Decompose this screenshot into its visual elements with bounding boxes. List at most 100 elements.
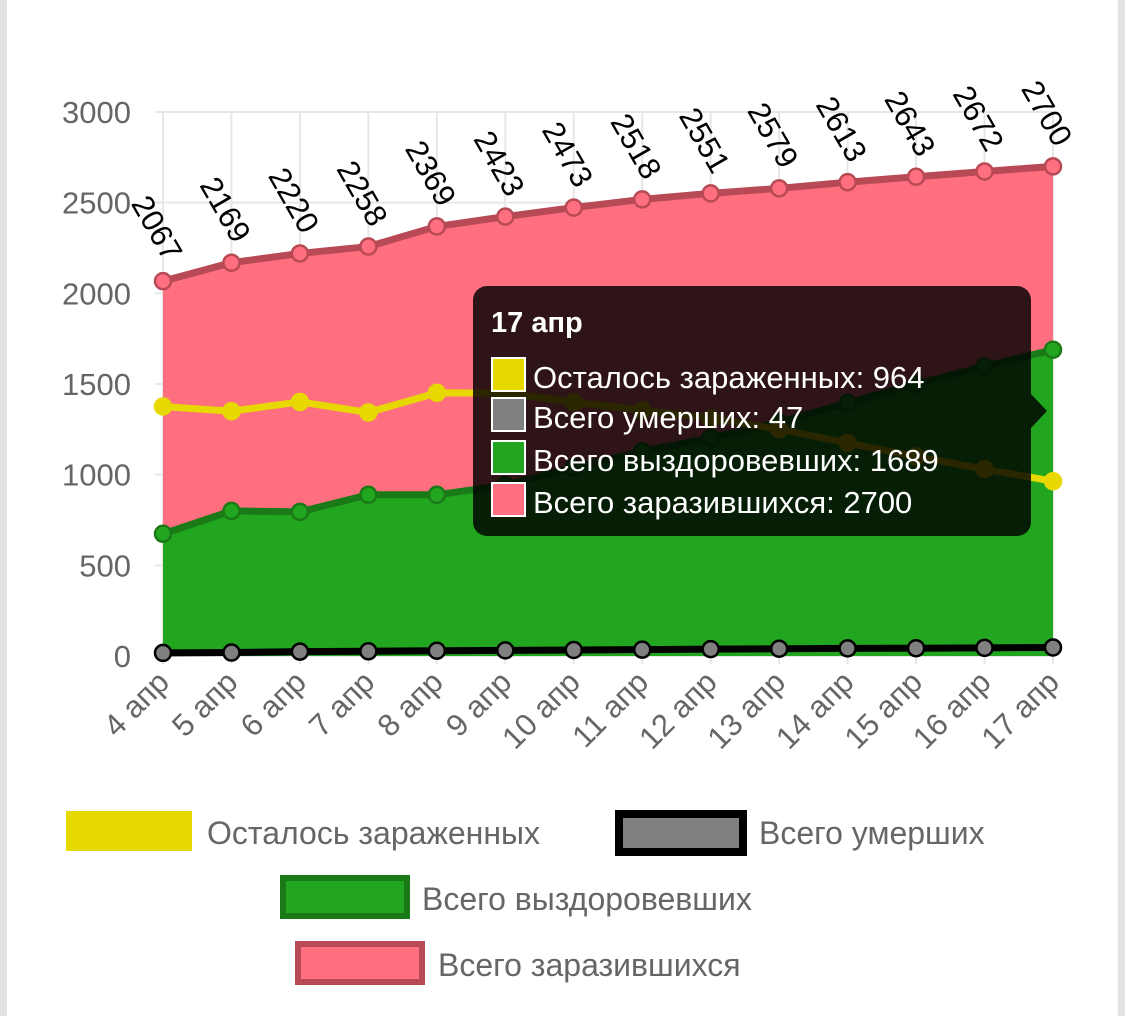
data-label: 2423 <box>467 125 532 202</box>
total-infected-point[interactable] <box>632 190 652 209</box>
deaths-point[interactable] <box>1043 638 1063 657</box>
data-label: 2613 <box>809 90 874 167</box>
data-label: 2518 <box>604 108 669 185</box>
total-infected-point[interactable] <box>222 253 241 272</box>
x-tick-label: 13 апр <box>701 664 792 755</box>
x-tick-label: 7 апр <box>302 664 381 743</box>
tooltip-title: 17 апр <box>491 307 583 339</box>
total-infected-point[interactable] <box>359 237 378 256</box>
x-tick-label: 16 апр <box>906 664 997 755</box>
series-line-deaths <box>162 643 1054 657</box>
active-point[interactable] <box>222 401 241 421</box>
recovered-point[interactable] <box>359 485 378 505</box>
data-label: 2672 <box>946 80 1011 157</box>
x-tick-label: 6 апр <box>234 664 313 743</box>
x-tick-label: 10 апр <box>495 664 586 755</box>
recovered-point[interactable] <box>427 485 447 505</box>
deaths-point[interactable] <box>632 640 652 659</box>
legend-swatch <box>615 810 747 856</box>
legend-item[interactable]: Всего выздоровевших <box>280 875 752 919</box>
deaths-point[interactable] <box>838 639 857 658</box>
y-tick-label: 1500 <box>62 367 131 402</box>
data-label: 2169 <box>193 171 258 248</box>
x-tick-label: 15 апр <box>838 664 929 755</box>
total-infected-point[interactable] <box>906 167 926 186</box>
tooltip-swatch <box>491 397 526 432</box>
y-tick-label: 3000 <box>62 95 131 130</box>
deaths-point[interactable] <box>290 642 310 661</box>
legend-item[interactable]: Осталось зараженных <box>66 811 540 851</box>
deaths-point[interactable] <box>153 643 173 663</box>
deaths-points <box>153 638 1063 663</box>
recovered-point[interactable] <box>1043 340 1063 359</box>
data-label: 2700 <box>1014 75 1079 152</box>
recovered-point[interactable] <box>222 501 241 521</box>
data-label: 2067 <box>124 189 189 266</box>
left-border <box>0 0 7 1016</box>
total-infected-points <box>153 157 1063 291</box>
total-infected-point[interactable] <box>1043 157 1063 176</box>
tooltip-swatch <box>491 440 526 475</box>
legend-item[interactable]: Всего умерших <box>615 810 985 856</box>
recovered-point[interactable] <box>290 502 310 522</box>
y-axis: 0 500 1000 1500 2000 2500 3000 <box>62 95 131 674</box>
active-point[interactable] <box>290 392 310 412</box>
legend-label: Осталось зараженных <box>207 815 540 851</box>
deaths-point[interactable] <box>906 638 926 658</box>
deaths-point[interactable] <box>769 639 789 658</box>
right-border <box>1118 0 1125 1016</box>
x-tick-label: 5 апр <box>165 664 244 743</box>
tooltip-row: Всего заразившихся: 2700 <box>533 485 912 520</box>
legend-label: Всего заразившихся <box>438 947 741 983</box>
data-label: 2369 <box>398 135 463 212</box>
x-tick-label: 17 апр <box>974 664 1065 755</box>
legend-swatch <box>66 811 192 851</box>
y-tick-label: 0 <box>114 639 131 674</box>
legend-item[interactable]: Всего заразившихся <box>295 941 741 985</box>
legend-label: Всего умерших <box>759 815 985 851</box>
active-point[interactable] <box>427 383 447 403</box>
tooltip-row: Всего умерших: 47 <box>533 400 803 435</box>
y-tick-label: 2000 <box>62 276 131 311</box>
deaths-point[interactable] <box>975 638 994 658</box>
deaths-point[interactable] <box>701 639 720 659</box>
tooltip-row: Осталось зараженных: 964 <box>533 360 925 395</box>
x-tick-label: 8 апр <box>371 664 450 743</box>
deaths-point[interactable] <box>496 641 515 660</box>
total-infected-point[interactable] <box>564 198 584 217</box>
total-infected-point[interactable] <box>427 217 447 236</box>
x-tick-label: 14 апр <box>769 664 860 755</box>
total-infected-point[interactable] <box>701 184 720 203</box>
data-label: 2551 <box>672 102 737 179</box>
data-label: 2220 <box>261 162 326 239</box>
total-infected-point[interactable] <box>290 244 310 263</box>
y-tick-label: 2500 <box>62 186 131 221</box>
tooltip-caret <box>1031 394 1047 428</box>
data-label: 2643 <box>878 85 943 162</box>
total-infected-point[interactable] <box>838 172 857 192</box>
y-tick-label: 500 <box>79 548 131 583</box>
recovered-point[interactable] <box>153 524 173 544</box>
legend-swatch <box>295 941 425 985</box>
deaths-point[interactable] <box>427 641 447 660</box>
deaths-point[interactable] <box>359 642 378 661</box>
deaths-point[interactable] <box>222 643 241 662</box>
tooltip-swatch <box>491 357 526 392</box>
tooltip-box <box>473 286 1031 536</box>
tooltip: 17 апр Осталось зараженных: 964 Всего умер… <box>473 286 1047 536</box>
x-tick-label: 4 апр <box>97 664 176 743</box>
total-infected-point[interactable] <box>975 162 994 181</box>
deaths-point[interactable] <box>564 640 584 660</box>
active-point[interactable] <box>1043 471 1063 491</box>
active-point[interactable] <box>153 397 173 416</box>
active-point[interactable] <box>359 403 378 422</box>
legend-label: Всего выздоровевших <box>422 881 752 917</box>
total-infected-point[interactable] <box>153 271 173 291</box>
total-infected-point[interactable] <box>496 207 515 226</box>
total-infected-point[interactable] <box>769 179 789 198</box>
series-line-total-infected <box>162 162 1054 285</box>
